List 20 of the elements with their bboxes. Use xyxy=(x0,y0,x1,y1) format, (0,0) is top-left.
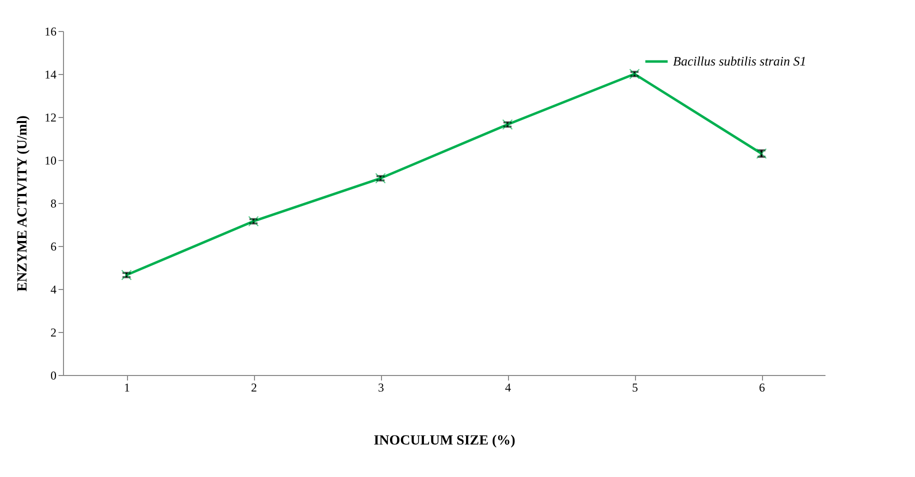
x-tick-label: 6 xyxy=(759,380,765,394)
x-tick-label: 5 xyxy=(632,380,638,394)
y-tick-label: 12 xyxy=(44,110,56,124)
x-tick-label: 4 xyxy=(505,380,511,394)
y-tick-label: 4 xyxy=(50,282,56,296)
x-axis-title: INOCULUM SIZE (%) xyxy=(374,434,516,448)
legend-label: Bacillus subtilis strain S1 xyxy=(673,54,806,68)
x-tick-label: 3 xyxy=(378,380,384,394)
y-tick-label: 14 xyxy=(44,68,56,82)
x-tick-label: 2 xyxy=(251,380,257,394)
x-tick-label: 1 xyxy=(124,380,130,394)
y-tick-label: 2 xyxy=(50,326,56,340)
y-tick-label: 6 xyxy=(50,240,56,254)
y-tick-label: 8 xyxy=(50,196,56,210)
y-axis-title: ENZYME ACTIVITY (U/ml) xyxy=(16,115,30,292)
point xyxy=(248,216,259,227)
y-tick-label: 10 xyxy=(44,154,56,168)
y-tick-label: 16 xyxy=(44,24,56,38)
y-tick-label: 0 xyxy=(50,368,56,382)
point xyxy=(375,173,386,184)
